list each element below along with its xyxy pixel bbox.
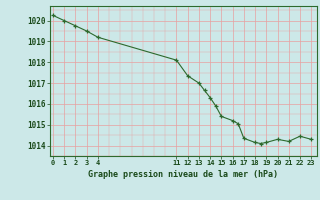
X-axis label: Graphe pression niveau de la mer (hPa): Graphe pression niveau de la mer (hPa) <box>88 170 278 179</box>
